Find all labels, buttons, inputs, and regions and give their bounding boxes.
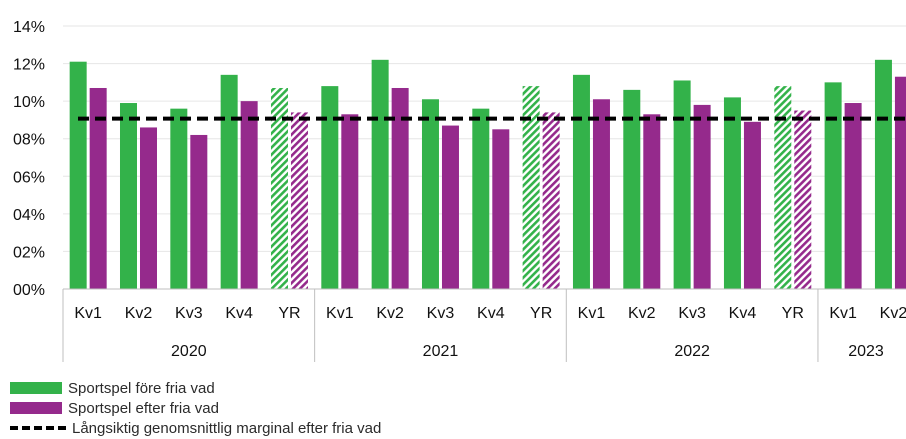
legend-label-after: Sportspel efter fria vad (68, 399, 219, 417)
y-tick-label: 14% (13, 19, 45, 36)
legend-item-after: Sportspel efter fria vad (10, 398, 381, 418)
legend-swatch-reference (10, 426, 66, 430)
bar-after (341, 114, 359, 290)
legend-label-before: Sportspel före fria vad (68, 379, 215, 397)
x-tick-label: Kv2 (628, 305, 656, 322)
y-tick-label: 00% (13, 282, 45, 299)
bar-after (592, 99, 610, 289)
year-label: 2020 (171, 343, 207, 360)
x-tick-label: Kv2 (376, 305, 404, 322)
x-tick-label: Kv4 (729, 305, 757, 322)
y-tick-label: 02% (13, 244, 45, 261)
x-tick-label: Kv3 (427, 305, 455, 322)
bar-before (421, 99, 439, 289)
x-tick-label: Kv2 (125, 305, 153, 322)
bar-after (190, 134, 208, 289)
bar-before (673, 80, 691, 289)
x-tick-label: Kv3 (175, 305, 203, 322)
bar-before (69, 61, 87, 289)
x-tick-label: Kv4 (225, 305, 253, 322)
bar-before (220, 74, 238, 289)
bar-after (643, 114, 661, 290)
bar-after (290, 112, 308, 290)
x-tick-label: Kv2 (880, 305, 906, 322)
bar-before (321, 86, 339, 289)
bar-after (89, 87, 107, 289)
bar-after (542, 112, 560, 290)
bar-before (723, 97, 741, 289)
x-tick-label: YR (782, 305, 804, 322)
year-label: 2021 (423, 343, 459, 360)
legend-label-reference: Långsiktig genomsnittlig marginal efter … (72, 419, 382, 437)
year-label: 2022 (674, 343, 710, 360)
y-tick-label: 04% (13, 207, 45, 224)
x-tick-label: Kv1 (74, 305, 102, 322)
bar-after (794, 110, 812, 290)
x-tick-label: YR (278, 305, 300, 322)
x-tick-label: Kv4 (477, 305, 505, 322)
bar-after (441, 125, 459, 289)
bar-before (170, 108, 188, 290)
y-tick-label: 10% (13, 94, 45, 111)
legend-swatch-before (10, 382, 62, 394)
y-tick-label: 06% (13, 169, 45, 186)
bar-before (774, 86, 792, 289)
bar-before (522, 86, 540, 289)
legend-swatch-after (10, 402, 62, 414)
bar-before (572, 74, 590, 289)
legend-item-before: Sportspel före fria vad (10, 378, 381, 398)
bar-before (472, 108, 490, 290)
bar-after (693, 104, 711, 290)
legend-item-reference: Långsiktig genomsnittlig marginal efter … (10, 418, 381, 438)
bar-before (874, 59, 892, 289)
bar-after (844, 103, 862, 290)
bar-before (371, 59, 389, 289)
y-tick-label: 12% (13, 57, 45, 74)
bar-after (743, 121, 761, 289)
legend: Sportspel före fria vad Sportspel efter … (10, 378, 381, 438)
x-tick-label: Kv1 (829, 305, 857, 322)
x-tick-label: YR (530, 305, 552, 322)
x-tick-label: Kv1 (326, 305, 354, 322)
bar-after (139, 127, 157, 289)
x-tick-label: Kv1 (578, 305, 606, 322)
bar-before (270, 87, 288, 289)
year-label: 2023 (848, 343, 884, 360)
bar-after (240, 101, 258, 290)
bar-before (623, 89, 641, 289)
bar-before (824, 82, 842, 289)
bar-after (894, 76, 906, 289)
bar-before (119, 103, 137, 290)
x-tick-label: Kv3 (678, 305, 706, 322)
bar-after (391, 87, 409, 289)
bar-after (492, 129, 510, 289)
y-tick-label: 08% (13, 132, 45, 149)
